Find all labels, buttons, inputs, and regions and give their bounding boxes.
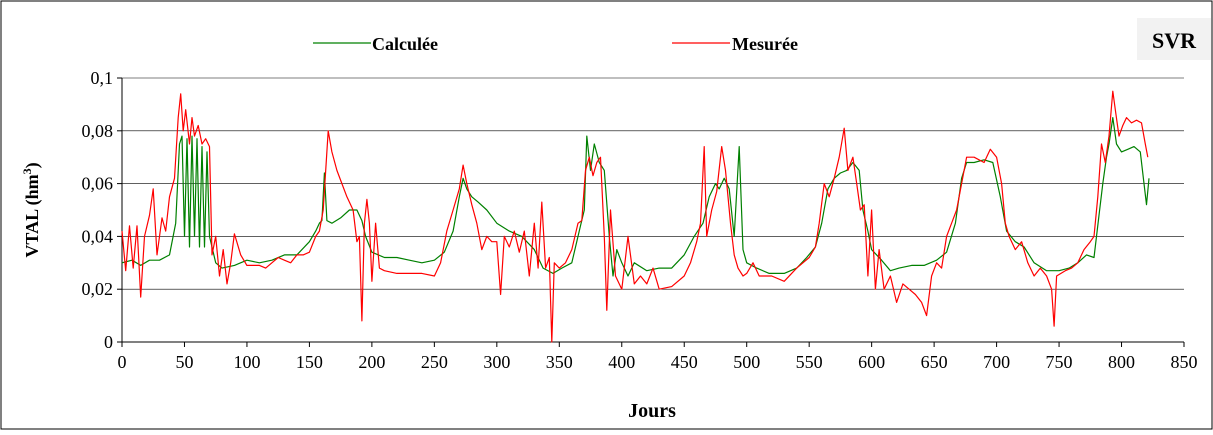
y-axis-title: VTAL (hm3) [20, 162, 43, 257]
legend: Calculée Mesurée [313, 34, 798, 54]
legend-label-mesuree: Mesurée [732, 34, 798, 54]
x-tick-label: 700 [983, 352, 1010, 372]
x-tick-label: 800 [1108, 352, 1135, 372]
x-tick-label: 850 [1171, 352, 1198, 372]
y-tick-label: 0 [104, 332, 113, 352]
x-tick-label: 350 [546, 352, 573, 372]
gridlines [122, 77, 1184, 290]
corner-label-box [1137, 18, 1211, 60]
x-tick-label: 0 [118, 352, 127, 372]
x-tick-label: 500 [733, 352, 760, 372]
y-tick-label: 0,02 [82, 279, 114, 299]
x-tick-label: 550 [796, 352, 823, 372]
x-tick-label: 50 [175, 352, 193, 372]
x-tick-label: 750 [1046, 352, 1073, 372]
x-tick-label: 200 [358, 352, 385, 372]
x-tick-label: 100 [233, 352, 260, 372]
x-tick-label: 150 [296, 352, 323, 372]
x-tick-label: 400 [608, 352, 635, 372]
x-axis-title: Jours [628, 400, 676, 422]
series-line-mesuree [121, 90, 1149, 343]
corner-label: SVR [1152, 28, 1197, 53]
series-layer [121, 90, 1150, 343]
axes: 0 0,02 0,04 0,06 0,08 0,1 0 50 100 150 200 250 300 35… [82, 68, 1198, 372]
x-tick-label: 450 [671, 352, 698, 372]
y-tick-label: 0,06 [82, 174, 114, 194]
y-axis-title-close: ) [22, 162, 43, 168]
x-tick-label: 650 [921, 352, 948, 372]
y-tick-label: 0,08 [82, 121, 114, 141]
x-tick-label: 300 [483, 352, 510, 372]
x-tick-label: 250 [421, 352, 448, 372]
x-tick-label: 600 [858, 352, 885, 372]
y-tick-label: 0,1 [91, 68, 114, 88]
y-tick-label: 0,04 [82, 226, 114, 246]
y-axis-title-main: VTAL (hm [22, 174, 43, 257]
legend-label-calculee: Calculée [372, 34, 438, 54]
y-axis-title-superscript: 3 [20, 168, 34, 174]
